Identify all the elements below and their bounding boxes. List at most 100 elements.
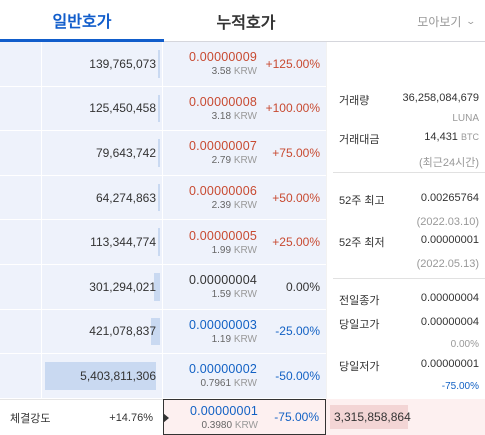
ask-price-cell[interactable]: 0.00000003 1.19 KRW -25.00% — [163, 310, 326, 354]
current-price-row: 체결강도 +14.76% 0.00000001 0.3980 KRW -75.0… — [0, 399, 485, 435]
ask-volume-bar — [151, 317, 160, 346]
volume-label: 거래량 — [339, 95, 370, 107]
current-price-krw-wrap: 0.3980 KRW — [164, 420, 258, 431]
ask-price-cell[interactable]: 0.00000009 3.58 KRW +125.00% — [163, 42, 326, 86]
ask-price-cell[interactable]: 0.00000004 1.59 KRW 0.00% — [163, 265, 326, 309]
orderbook-row[interactable]: 79,643,742 0.00000007 2.79 KRW +75.00% — [0, 131, 326, 176]
orderbook-row[interactable]: 5,403,811,306 0.00000002 0.7961 KRW -50.00% — [0, 354, 326, 399]
orderbook-row[interactable]: 139,765,073 0.00000009 3.58 KRW +125.00% — [0, 42, 326, 87]
ask-change-pct: -50.00% — [275, 368, 320, 383]
ask-price-krw-unit: KRW — [233, 244, 257, 256]
trade-amount-note: (최근24시간) — [418, 157, 479, 169]
chevron-down-icon: ⌄ — [465, 15, 477, 26]
ask-volume-bar — [157, 94, 160, 123]
market-info-panel: 거래량 36,258,084,679 LUNA 거래대금 14,431 BTC … — [326, 42, 485, 399]
current-price: 0.00000001 — [189, 403, 258, 418]
ask-price-cell[interactable]: 0.00000002 0.7961 KRW -50.00% — [163, 354, 326, 398]
ask-price-cell[interactable]: 0.00000006 2.39 KRW +50.00% — [163, 176, 326, 220]
trade-amount-value-wrap: 14,431 BTC — [424, 131, 479, 147]
ask-spacer-cell — [0, 42, 42, 86]
ask-price-box: 0.00000006 2.39 KRW — [163, 184, 259, 211]
prev-close-label: 전일종가 — [339, 295, 380, 307]
ask-price-krw: 2.79 — [211, 155, 232, 167]
ask-spacer-cell — [0, 220, 42, 264]
orderbook-row[interactable]: 64,274,863 0.00000006 2.39 KRW +50.00% — [0, 175, 326, 221]
orderbook-row[interactable]: 421,078,837 0.00000003 1.19 KRW -25.00% — [0, 309, 326, 355]
bid-volume-cell[interactable]: 3,315,858,864 — [326, 399, 485, 435]
ask-price-krw-unit: KRW — [233, 66, 257, 78]
current-price-cell[interactable]: 0.00000001 0.3980 KRW -75.00% — [163, 399, 326, 435]
ask-price-box: 0.00000005 1.99 KRW — [163, 229, 259, 256]
ask-price-krw-unit: KRW — [233, 110, 257, 122]
ask-volume-cell[interactable]: 64,274,863 — [42, 175, 163, 220]
ask-price: 0.00000002 — [188, 362, 257, 377]
trade-amount-unit: BTC — [461, 132, 479, 142]
ask-spacer-cell — [0, 264, 42, 309]
ask-price-krw-unit: KRW — [233, 289, 257, 301]
ask-volume-bar — [45, 362, 156, 390]
ask-price-krw-wrap: 2.79 KRW — [163, 155, 257, 166]
volume-value: 36,258,084,679 — [402, 92, 479, 104]
day-high-pct: 0.00% — [450, 339, 479, 350]
ask-price: 0.00000005 — [188, 228, 257, 243]
orderbook-row[interactable]: 125,450,458 0.00000008 3.18 KRW +100.00% — [0, 86, 326, 132]
ask-price-box: 0.00000002 0.7961 KRW — [163, 362, 259, 389]
ask-price-krw-wrap: 1.19 KRW — [163, 334, 257, 345]
trade-amount-value: 14,431 — [424, 131, 458, 143]
low52-label: 52주 최저 — [339, 237, 385, 249]
ask-change-pct: +125.00% — [265, 56, 320, 71]
ask-spacer-cell — [0, 86, 42, 131]
orderbook-row[interactable]: 113,344,774 0.00000005 1.99 KRW +25.00% — [0, 220, 326, 265]
high52-label: 52주 최고 — [339, 195, 385, 207]
ask-volume: 79,643,742 — [95, 145, 156, 160]
divider — [333, 172, 485, 173]
ask-price-box: 0.00000009 3.58 KRW — [163, 50, 259, 77]
ask-price-cell[interactable]: 0.00000008 3.18 KRW +100.00% — [163, 87, 326, 131]
bid-volume: 3,315,858,864 — [334, 410, 411, 424]
orderbook-row[interactable]: 301,294,021 0.00000004 1.59 KRW 0.00% — [0, 264, 326, 310]
ask-volume-cell[interactable]: 79,643,742 — [42, 131, 163, 175]
day-high-value: 0.00000004 — [420, 316, 479, 328]
tab-cumulative-orderbook[interactable]: 누적호가 — [216, 15, 276, 32]
ask-price-krw: 1.59 — [211, 289, 232, 301]
day-low-label: 당일저가 — [339, 361, 380, 373]
ask-volume: 125,450,458 — [89, 101, 156, 116]
ask-price-cell[interactable]: 0.00000007 2.79 KRW +75.00% — [163, 131, 326, 175]
ask-price-krw-wrap: 1.99 KRW — [163, 245, 257, 256]
ask-price-krw-unit: KRW — [233, 200, 257, 212]
aggregate-dropdown-label: 모아보기 — [417, 14, 462, 29]
ask-volume-bar — [157, 50, 160, 78]
trade-amount-label: 거래대금 — [339, 134, 380, 146]
ask-price-krw-unit: KRW — [233, 155, 257, 167]
ask-price-box: 0.00000003 1.19 KRW — [163, 318, 259, 345]
ask-volume-cell[interactable]: 421,078,837 — [42, 309, 163, 354]
ask-volume: 301,294,021 — [89, 279, 156, 294]
ask-price-krw: 3.58 — [211, 66, 232, 78]
trade-strength-value: +14.76% — [109, 411, 153, 424]
ask-volume-bar — [158, 183, 160, 212]
ask-change-pct: -25.00% — [275, 324, 320, 339]
ask-price: 0.00000009 — [188, 50, 257, 65]
ask-price-cell[interactable]: 0.00000005 1.99 KRW +25.00% — [163, 220, 326, 264]
ask-volume-cell[interactable]: 301,294,021 — [42, 264, 163, 309]
ask-price: 0.00000003 — [188, 317, 257, 332]
trade-strength: 체결강도 +14.76% — [0, 399, 163, 435]
ask-volume-cell[interactable]: 5,403,811,306 — [42, 354, 163, 398]
ask-change-pct: +75.00% — [272, 145, 320, 160]
day-high-label: 당일고가 — [339, 319, 380, 331]
high52-value: 0.00265764 — [420, 192, 479, 204]
aggregate-dropdown[interactable]: 모아보기 ⌄ — [417, 0, 477, 42]
day-low-value: 0.00000001 — [420, 358, 479, 370]
tab-general-orderbook[interactable]: 일반호가 — [0, 0, 164, 42]
ask-volume-cell[interactable]: 139,765,073 — [42, 42, 163, 86]
ask-volume: 139,765,073 — [89, 56, 156, 71]
orderbook-tabs: 일반호가 누적호가 모아보기 ⌄ — [0, 0, 485, 42]
ask-price-krw: 2.39 — [211, 200, 232, 212]
ask-volume-cell[interactable]: 113,344,774 — [42, 220, 163, 264]
ask-price: 0.00000006 — [188, 184, 257, 199]
ask-orderbook: 139,765,073 0.00000009 3.58 KRW +125.00% 125… — [0, 42, 326, 399]
ask-price-krw: 0.7961 — [200, 378, 232, 390]
ask-volume-cell[interactable]: 125,450,458 — [42, 86, 163, 131]
ask-price-krw-wrap: 1.59 KRW — [163, 289, 257, 300]
current-price-marker-icon — [163, 413, 169, 423]
